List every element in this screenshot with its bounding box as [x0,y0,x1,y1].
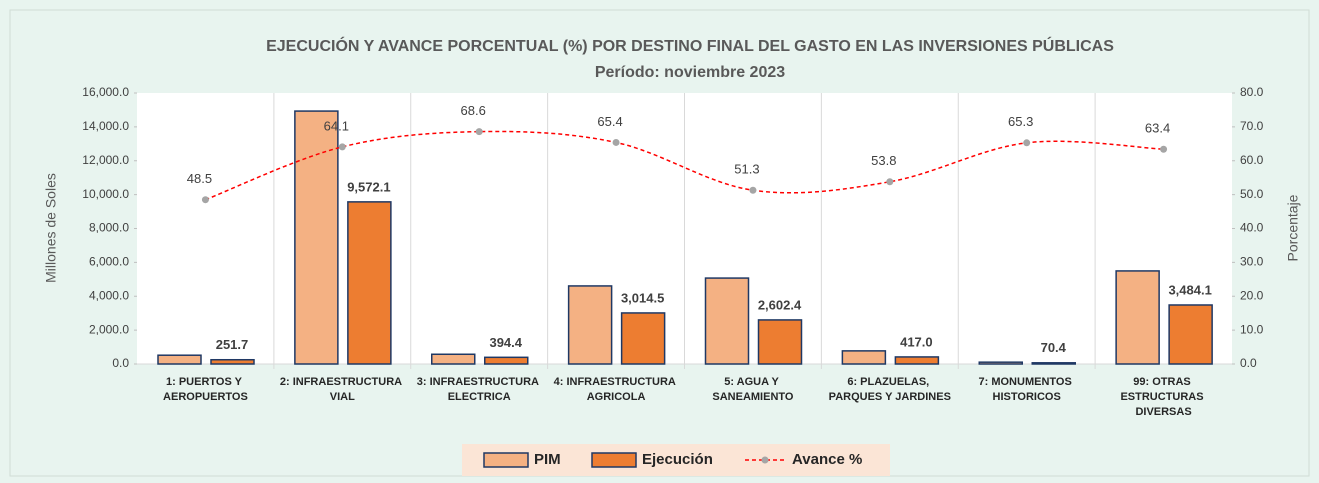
legend-label: Ejecución [642,451,713,468]
chart-subtitle: Período: noviembre 2023 [595,64,785,81]
y2-tick-label: 70.0 [1240,119,1264,133]
bar [484,356,529,365]
chart-title: EJECUCIÓN Y AVANCE PORCENTUAL (%) POR DE… [266,36,1114,55]
legend-label: PIM [534,451,561,468]
legend-swatch [591,452,637,468]
x-tick-label: 99: OTRAS ESTRUCTURAS DIVERSAS [1120,376,1206,418]
bar [894,356,940,365]
bar [294,110,339,365]
data-label: 70.4 [1041,340,1067,355]
y-tick-label: 2,000.0 [89,322,129,336]
y2-tick-label: 30.0 [1240,255,1264,269]
y-tick-label: 6,000.0 [89,255,129,269]
bar [757,319,803,365]
legend [462,444,890,476]
y2-axis-label: Porcentaje [1285,194,1301,261]
y2-tick-label: 40.0 [1240,221,1264,235]
y2-tick-label: 60.0 [1240,153,1264,167]
line [205,130,1164,201]
legend-marker [761,456,769,464]
bar [978,361,1023,365]
y-axis-label: Millones de Soles [43,173,59,283]
bar [347,201,392,365]
x-tick-label: 3: INFRAESTRUCTURA ELECTRICA [417,376,542,403]
data-label: 63.4 [1145,121,1170,136]
line-marker [886,178,894,186]
bar [1168,304,1213,365]
data-label: 251.7 [216,337,249,352]
data-label: 3,014.5 [621,290,664,305]
y2-tick-label: 10.0 [1240,322,1264,336]
y-tick-label: 4,000.0 [89,288,129,302]
bar [1115,270,1160,365]
y-tick-label: 12,000.0 [82,153,129,167]
x-tick-label: 7: MONUMENTOS HISTORICOS [979,376,1075,403]
data-label: 48.5 [187,171,212,186]
data-label: 394.4 [489,335,522,350]
data-label: 9,572.1 [347,179,390,194]
y2-tick-label: 20.0 [1240,288,1264,302]
y-tick-label: 16,000.0 [82,85,129,99]
legend-label: Avance % [792,451,862,468]
legend-swatch [483,452,529,468]
bar [1031,362,1076,365]
data-label: 65.3 [1008,114,1033,129]
line-marker [1023,139,1031,147]
data-label: 51.3 [734,162,759,177]
x-tick-label: 5: AGUA Y SANEAMIENTO [712,376,794,403]
line-marker [475,128,483,136]
line-marker [749,186,757,194]
y-tick-label: 10,000.0 [82,187,129,201]
y2-tick-label: 50.0 [1240,187,1264,201]
bar [620,312,666,365]
data-label: 3,484.1 [1168,282,1211,297]
bar [704,277,750,365]
line-marker [201,196,209,204]
bar [431,353,476,365]
x-tick-label: 1: PUERTOS Y AEROPUERTOS [163,376,248,403]
y-tick-label: 8,000.0 [89,221,129,235]
line-marker [612,138,620,146]
data-label: 65.4 [597,114,622,129]
data-label: 53.8 [871,153,896,168]
line-marker [338,143,346,151]
x-tick-label: 6: PLAZUELAS, PARQUES Y JARDINES [829,376,951,403]
x-tick-label: 4: INFRAESTRUCTURA AGRICOLA [554,376,679,403]
bar [210,358,255,365]
y-tick-label: 14,000.0 [82,119,129,133]
line-marker [1160,145,1168,153]
bar [157,354,202,365]
y-tick-label: 0.0 [112,356,129,370]
data-label: 64.1 [324,118,349,133]
y2-tick-label: 80.0 [1240,85,1264,99]
bar [841,350,887,365]
bar [567,285,613,365]
y2-tick-label: 0.0 [1240,356,1257,370]
x-tick-label: 2: INFRAESTRUCTURA VIAL [280,376,405,403]
data-label: 2,602.4 [758,297,802,312]
data-label: 68.6 [461,103,486,118]
data-label: 417.0 [900,334,933,349]
